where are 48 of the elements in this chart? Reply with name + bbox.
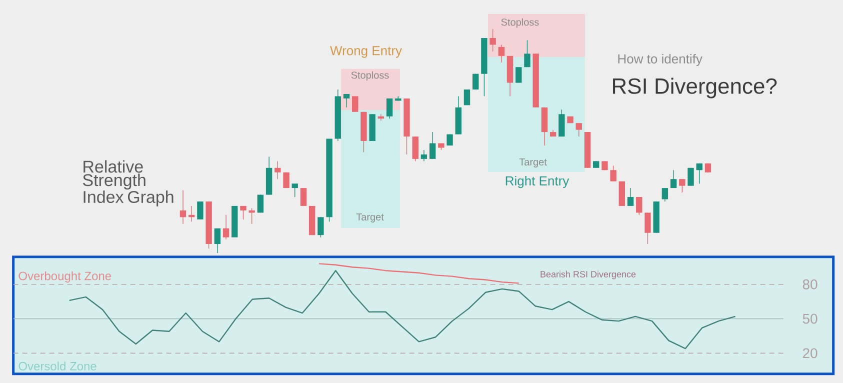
candlestick [696, 163, 702, 184]
candlestick [180, 190, 186, 224]
candlestick [627, 188, 634, 206]
y-tick-label: 50 [802, 314, 818, 324]
candlestick [516, 66, 522, 84]
candlestick [420, 150, 428, 162]
candlestick [386, 98, 393, 119]
candlestick [644, 212, 651, 244]
candlestick [670, 170, 677, 188]
candlestick [558, 109, 565, 137]
annotation: How to identify [618, 54, 702, 66]
line-series [318, 263, 520, 284]
candlestick [688, 168, 694, 186]
candlestick [343, 94, 350, 108]
candlestick [524, 40, 530, 68]
candlestick [490, 28, 496, 52]
annotation: RSI Divergence? [613, 78, 777, 98]
candlestick [679, 178, 686, 193]
text: Stoploss [501, 18, 539, 28]
candlestick [214, 228, 221, 254]
candlestick [576, 122, 582, 137]
candlestick [498, 44, 505, 63]
annotation: Right Entry [506, 176, 570, 188]
y-tick-label: 80 [802, 279, 818, 290]
candlestick [610, 165, 616, 182]
candlestick [274, 160, 281, 180]
candlestick [197, 201, 204, 220]
candlestick [240, 206, 246, 220]
annotation: Overbought Zone [18, 271, 112, 283]
candlestick [636, 196, 642, 216]
annotation: Target [356, 214, 384, 222]
candlestick [292, 183, 298, 198]
candlestick [429, 132, 436, 160]
candlestick [464, 89, 470, 106]
text: Relative Strength Index Graph [82, 160, 174, 206]
candlestick [352, 96, 358, 112]
candlestick [412, 136, 418, 162]
candlestick [300, 188, 307, 206]
candlestick [222, 214, 230, 240]
annotation: Stoploss [351, 71, 389, 81]
annotation: Bearish RSI Divergence [540, 270, 636, 280]
annotation: Wrong Entry [330, 46, 402, 58]
y-tick-label: 20 [802, 348, 818, 358]
candlestick [662, 188, 668, 202]
annotation: Oversold Zone [18, 362, 96, 370]
annotation: Target [519, 158, 547, 168]
candlestick [248, 208, 255, 224]
candlestick [318, 216, 324, 238]
